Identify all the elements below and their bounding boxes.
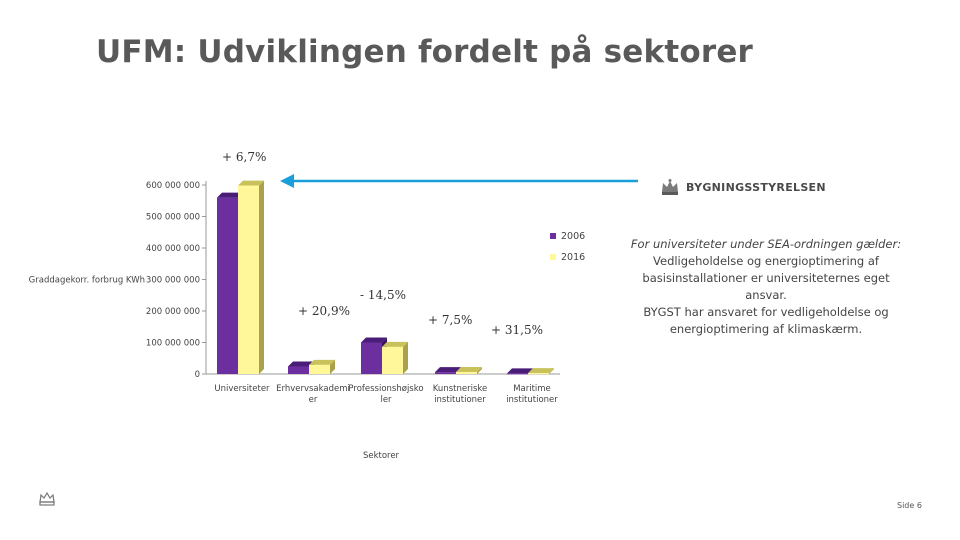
bar-2016-4 (528, 368, 554, 375)
x-tick-label: ler (380, 395, 392, 405)
y-tick-label: 0 (195, 370, 200, 380)
y-tick-label: 600 000 000 (146, 181, 200, 191)
note-line: BYGST har ansvaret for vedligeholdelse o… (643, 305, 889, 319)
bar-2016-3 (456, 366, 482, 374)
x-tick-label: institutioner (434, 395, 486, 405)
y-tick-label: 100 000 000 (146, 339, 200, 349)
x-tick-label: Maritime (513, 384, 551, 394)
annotation-kunstneriske: + 7,5% (428, 313, 473, 327)
x-tick-label: Erhvervsakademi (276, 384, 350, 394)
y-axis-label: Graddagekorr. forbrug KWh (29, 276, 145, 286)
page-number: Side 6 (897, 501, 922, 510)
bar-2016-2 (382, 341, 408, 374)
x-tick-label: Kunstneriske (433, 384, 487, 394)
note-line: energioptimering af klimaskærm. (669, 322, 863, 336)
note-line: ansvar. (745, 288, 787, 302)
sea-note: For universiteter under SEA-ordningen gæ… (616, 236, 916, 338)
y-tick-label: 400 000 000 (146, 244, 200, 254)
legend-label-2006: 2006 (561, 231, 585, 242)
crown-logo-icon (662, 179, 678, 195)
slide-title: UFM: Udviklingen fordelt på sektorer (96, 34, 754, 70)
logo-text: BYGNINGSSTYRELSEN (686, 180, 826, 194)
annotation-universiteter: + 6,7% (222, 150, 267, 164)
x-tick-label: Professionshøjsko (348, 384, 423, 394)
x-tick-label: Universiteter (214, 384, 270, 394)
y-tick-label: 500 000 000 (146, 213, 200, 223)
x-tick-label: er (309, 395, 318, 405)
legend-label-2016: 2016 (561, 252, 585, 263)
annotation-professionshojskoler: - 14,5% (360, 288, 406, 302)
annotation-maritime: + 31,5% (491, 323, 543, 337)
y-tick-label: 300 000 000 (146, 276, 200, 286)
bar-2016-0 (238, 180, 264, 374)
note-line: For universiteter under SEA-ordningen gæ… (630, 237, 902, 251)
bar-2016-1 (309, 359, 335, 374)
x-axis-label: Sektorer (363, 451, 400, 461)
crown-icon (39, 491, 55, 506)
y-tick-label: 200 000 000 (146, 307, 200, 317)
annotation-erhvervsakademier: + 20,9% (298, 304, 350, 318)
bygningsstyrelsen-logo: BYGNINGSSTYRELSEN (660, 178, 826, 196)
legend-swatch-2006 (550, 233, 556, 239)
note-line: basisinstallationer er universiteternes … (642, 271, 890, 285)
x-tick-label: institutioner (506, 395, 558, 405)
note-line: Vedligeholdelse og energioptimering af (653, 254, 879, 268)
legend-swatch-2016 (550, 254, 556, 260)
comparison-arrow-head (280, 174, 294, 188)
